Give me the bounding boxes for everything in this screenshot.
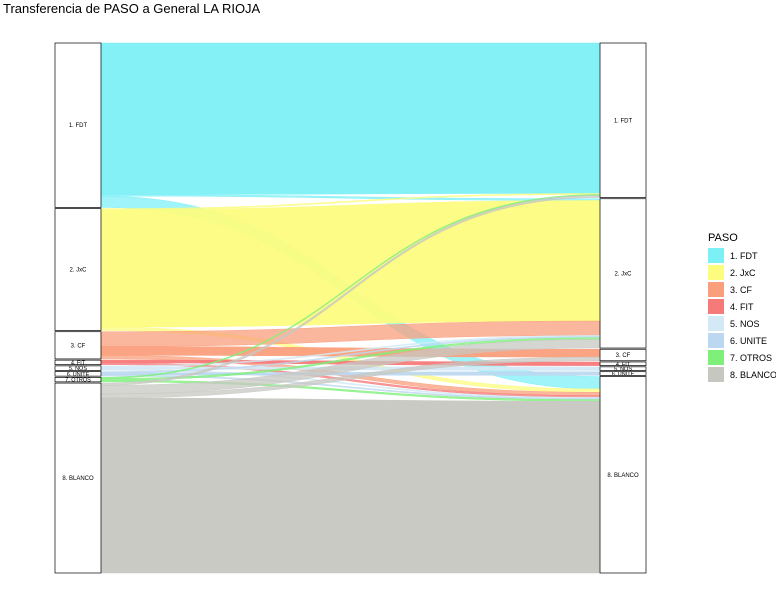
legend-label: 2. JxC xyxy=(730,267,756,278)
left-stratum-3-cf xyxy=(54,331,102,360)
right-stratum-2-jxc xyxy=(599,198,647,349)
legend-swatch xyxy=(708,265,724,280)
legend-swatch xyxy=(708,350,724,365)
legend-item-3-cf: 3. CF xyxy=(708,281,776,298)
right-stratum-8-blanco xyxy=(599,376,647,574)
left-stratum-label-8-blanco: 8. BLANCO xyxy=(62,476,94,482)
left-stratum-7-otros xyxy=(54,376,102,383)
legend-swatch xyxy=(708,367,724,382)
right-stratum-5-nos xyxy=(599,366,647,371)
right-stratum-label-1-fdt: 1. FDT xyxy=(614,118,633,124)
legend-label: 4. FIT xyxy=(730,301,754,312)
flow-1-fdt-to-2-jxc xyxy=(100,194,601,201)
right-stratum-4-fit xyxy=(599,361,647,366)
legend-item-6-unite: 6. UNITE xyxy=(708,332,776,349)
legend-label: 3. CF xyxy=(730,284,753,295)
left-stratum-label-6-unite: 6. UNITE xyxy=(67,372,90,378)
left-stratum-label-4-fit: 4. FIT xyxy=(71,360,86,366)
right-stratum-label-4-fit: 4. FIT xyxy=(616,362,631,368)
right-stratum-6-unite xyxy=(599,371,647,376)
legend: PASO 1. FDT 2. JxC 3. CF 4. FIT 5. NOS 6. UNI… xyxy=(708,232,776,383)
legend-item-7-otros: 7. OTROS xyxy=(708,349,776,366)
left-stratum-1-fdt xyxy=(54,42,102,208)
left-stratum-8-blanco xyxy=(54,382,102,574)
flow-1-fdt-to-1-fdt xyxy=(100,42,601,195)
legend-label: 1. FDT xyxy=(730,250,758,261)
right-stratum-label-5-nos: 5. NOS xyxy=(614,367,632,373)
right-stratum-1-fdt xyxy=(599,42,647,198)
right-stratum-label-8-blanco: 8. BLANCO xyxy=(607,473,639,479)
right-stratum-label-3-cf: 3. CF xyxy=(616,353,631,359)
legend-item-5-nos: 5. NOS xyxy=(708,315,776,332)
legend-swatch xyxy=(708,316,724,331)
legend-swatch xyxy=(708,333,724,348)
chart-title: Transferencia de PASO a General LA RIOJA xyxy=(3,1,261,16)
legend-label: 5. NOS xyxy=(730,318,760,329)
legend-item-8-blanco: 8. BLANCO xyxy=(708,366,776,383)
legend-swatch xyxy=(708,282,724,297)
left-stratum-label-1-fdt: 1. FDT xyxy=(69,123,88,129)
legend-item-4-fit: 4. FIT xyxy=(708,298,776,315)
left-stratum-4-fit xyxy=(54,359,102,366)
left-stratum-6-unite xyxy=(54,371,102,377)
flows xyxy=(100,42,601,574)
left-stratum-label-7-otros: 7. OTROS xyxy=(65,378,91,384)
right-stratum-label-6-unite: 6. UNITE xyxy=(612,372,635,378)
left-stratum-2-jxc xyxy=(54,208,102,331)
legend-label: 7. OTROS xyxy=(730,352,773,363)
legend-title: PASO xyxy=(708,232,738,244)
legend-swatch xyxy=(708,299,724,314)
right-stratum-3-cf xyxy=(599,348,647,362)
left-stratum-label-5-nos: 5. NOS xyxy=(69,366,87,372)
legend-swatch xyxy=(708,248,724,263)
flow-2-jxc-to-2-jxc xyxy=(100,200,601,328)
left-stratum-5-nos xyxy=(54,365,102,371)
legend-item-1-fdt: 1. FDT xyxy=(708,247,776,264)
left-stratum-label-3-cf: 3. CF xyxy=(71,343,86,349)
legend-label: 8. BLANCO xyxy=(730,369,776,380)
legend-label: 6. UNITE xyxy=(730,335,768,346)
flow-8-blanco-to-8-blanco xyxy=(100,397,601,574)
legend-item-2-jxc: 2. JxC xyxy=(708,264,776,281)
right-stratum-label-2-jxc: 2. JxC xyxy=(614,271,632,277)
left-stratum-label-2-jxc: 2. JxC xyxy=(69,268,87,274)
